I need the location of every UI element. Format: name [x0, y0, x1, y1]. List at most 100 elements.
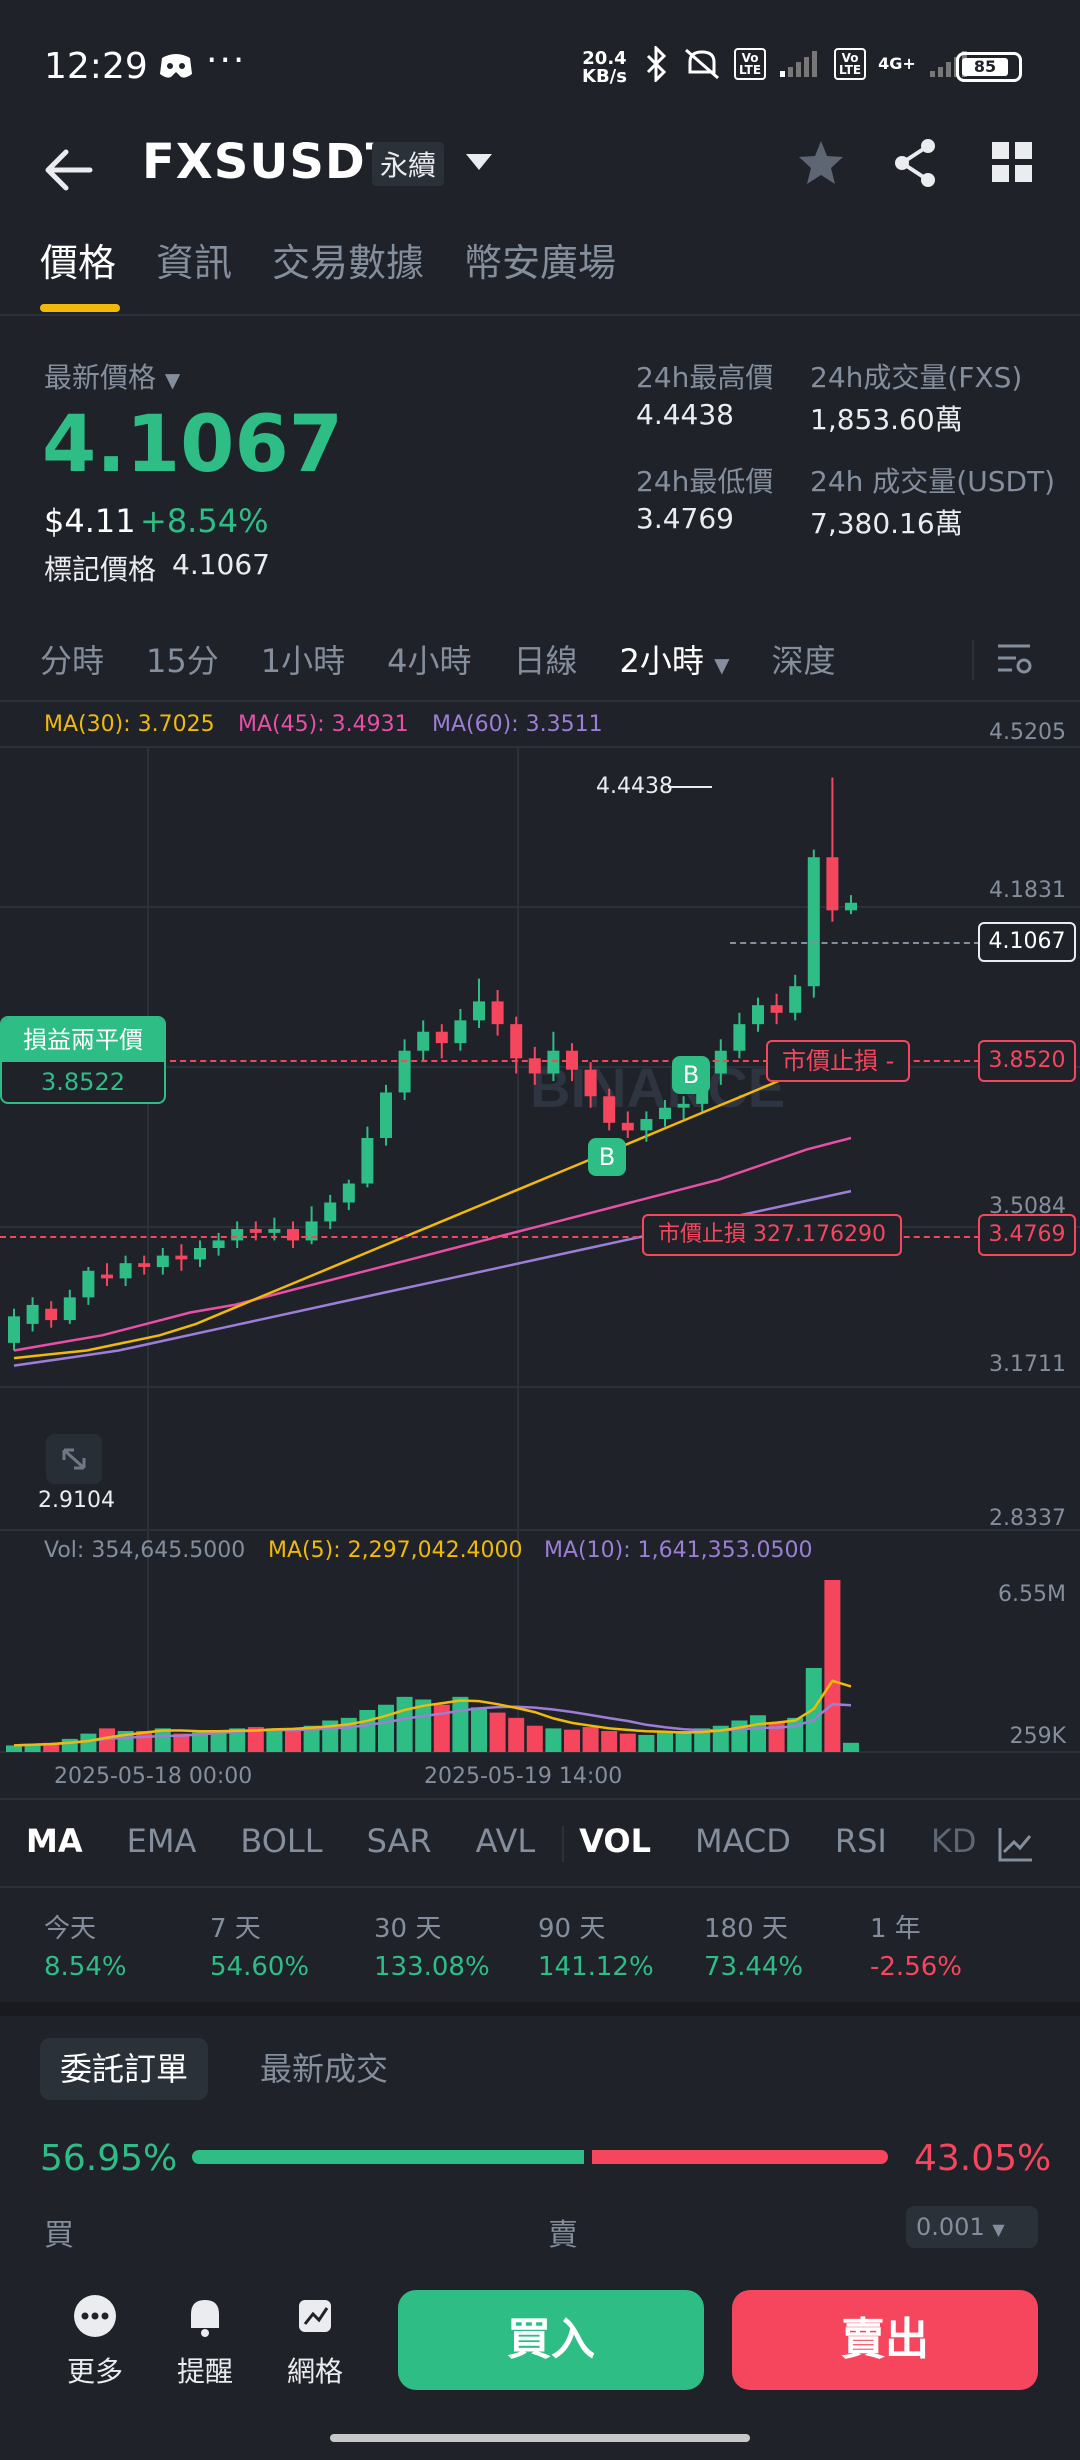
volume-bar: [247, 1727, 264, 1752]
last-price-label[interactable]: 最新價格 ▼: [44, 361, 181, 394]
break-even-line: [160, 1060, 980, 1062]
ind-sar[interactable]: SAR: [366, 1822, 432, 1860]
symbol-title[interactable]: FXSUSDT: [142, 134, 400, 190]
last-price: 4.1067: [42, 400, 343, 490]
break-even-tag[interactable]: 損益兩平價 3.8522: [0, 1016, 166, 1104]
interval-2h[interactable]: 2小時 ▼: [619, 642, 730, 680]
sell-percent: 43.05%: [914, 2138, 1052, 2179]
perf-value-7d: 54.60%: [210, 1952, 310, 1982]
ind-boll[interactable]: BOLL: [240, 1822, 323, 1860]
favorite-star-icon[interactable]: [796, 138, 846, 188]
main-tabs: 價格 資訊 交易數據 幣安廣場: [40, 232, 616, 312]
volume-bar: [750, 1715, 766, 1752]
high-value: 4.4438: [636, 398, 734, 431]
mute-icon: [685, 48, 719, 80]
volume-bar: [80, 1733, 97, 1752]
low-value: 3.4769: [636, 502, 734, 535]
expand-chart-icon[interactable]: [46, 1434, 102, 1484]
candle: [603, 1088, 616, 1131]
volume-bar: [210, 1730, 227, 1752]
nav-alert[interactable]: 提醒: [160, 2294, 250, 2390]
volume-bar: [731, 1720, 748, 1752]
candle: [398, 1039, 411, 1101]
sell-column-label: 賣: [548, 2218, 578, 2253]
nav-grid[interactable]: 網格: [270, 2294, 360, 2390]
volume-bar: [415, 1699, 432, 1752]
clock: 12:29: [44, 46, 148, 87]
grid-menu-icon[interactable]: [990, 140, 1034, 184]
volume-bar: [526, 1725, 543, 1752]
price-change: +8.54%: [140, 502, 269, 540]
tab-price[interactable]: 價格: [40, 232, 121, 312]
sell-button[interactable]: 賣出: [732, 2290, 1038, 2390]
volume-bar: [61, 1738, 78, 1752]
status-bar: 12:29 ··· 20.4 KB/s Vo LTE Vo LTE 4G+ 85: [0, 0, 1080, 135]
ind-rsi[interactable]: RSI: [834, 1822, 887, 1860]
stop-loss-tag-2[interactable]: 市價止損 327.176290: [642, 1214, 902, 1256]
share-icon[interactable]: [890, 136, 940, 190]
volte-icon: Vo LTE: [734, 48, 767, 80]
ind-kd[interactable]: KD: [930, 1822, 977, 1860]
interval-1d[interactable]: 日線: [513, 642, 578, 680]
perf-label-1y: 1 年: [870, 1914, 921, 1944]
interval-separator: [972, 640, 974, 680]
candle: [845, 895, 857, 915]
ind-ma[interactable]: MA: [26, 1822, 83, 1860]
volume-bar: [545, 1728, 562, 1752]
indicator-settings-icon[interactable]: [996, 1826, 1036, 1864]
symbol-dropdown-icon[interactable]: [466, 154, 492, 170]
candle: [26, 1297, 39, 1332]
interval-1h[interactable]: 1小時: [260, 642, 346, 680]
candle: [435, 1024, 448, 1059]
back-arrow-icon[interactable]: [40, 140, 100, 200]
candle: [473, 978, 485, 1028]
buy-marker-2[interactable]: B: [672, 1056, 710, 1094]
interval-4h[interactable]: 4小時: [387, 642, 472, 680]
interval-15m[interactable]: 15分: [146, 642, 219, 680]
tab-binance-square[interactable]: 幣安廣場: [464, 241, 617, 285]
candle: [733, 1012, 746, 1059]
candle: [659, 1100, 671, 1127]
candle: [789, 974, 802, 1021]
stop-loss-tag-1[interactable]: 市價止損 -: [766, 1040, 911, 1082]
vol-ma5-line: [13, 1679, 852, 1747]
volume-bar: [675, 1730, 692, 1752]
vol-ma5-label: MA(5): 2,297,042.4000: [268, 1538, 523, 1563]
buy-button[interactable]: 買入: [398, 2290, 704, 2390]
x-tick-1: 2025-05-18 00:00: [54, 1764, 253, 1789]
interval-depth[interactable]: 深度: [771, 642, 836, 680]
nav-more[interactable]: 更多: [50, 2294, 140, 2390]
tab-latest-trades[interactable]: 最新成交: [260, 2050, 389, 2088]
precision-select[interactable]: 0.001 ▼: [906, 2206, 1038, 2248]
last-price-tag: 4.1067: [978, 922, 1076, 962]
perf-label-7d: 7 天: [210, 1914, 261, 1944]
ma45-label: MA(45): 3.4931: [238, 712, 409, 737]
usd-price: $4.11: [44, 502, 136, 540]
battery-icon: 85: [956, 52, 1022, 82]
tab-trading-data[interactable]: 交易數據: [272, 241, 425, 285]
candle: [101, 1263, 113, 1286]
candlestick-chart[interactable]: BINANCE: [0, 700, 1080, 1800]
ind-avl[interactable]: AVL: [475, 1822, 536, 1860]
volume-bar: [99, 1728, 115, 1752]
ind-ema[interactable]: EMA: [126, 1822, 197, 1860]
volume-bar: [471, 1707, 487, 1752]
tab-info[interactable]: 資訊: [156, 241, 233, 285]
ind-macd[interactable]: MACD: [694, 1822, 791, 1860]
candle: [807, 849, 820, 998]
buy-marker-1[interactable]: B: [588, 1138, 626, 1176]
home-indicator[interactable]: [330, 2434, 750, 2442]
vol-quote-value: 7,380.16萬: [810, 507, 963, 540]
ind-vol[interactable]: VOL: [579, 1822, 651, 1860]
chart-settings-icon[interactable]: [996, 642, 1032, 678]
bluetooth-icon: [646, 46, 667, 82]
interval-line[interactable]: 分時: [40, 642, 105, 680]
network-speed: 20.4 KB/s: [582, 48, 627, 87]
contract-type-badge: 永續: [372, 142, 445, 186]
volume-bar: [154, 1728, 171, 1752]
candle: [231, 1221, 244, 1249]
ind-divider: [0, 1886, 1080, 1888]
candle: [342, 1179, 355, 1211]
bell-icon: [191, 2300, 219, 2337]
tab-open-orders[interactable]: 委託訂單: [40, 2038, 209, 2100]
